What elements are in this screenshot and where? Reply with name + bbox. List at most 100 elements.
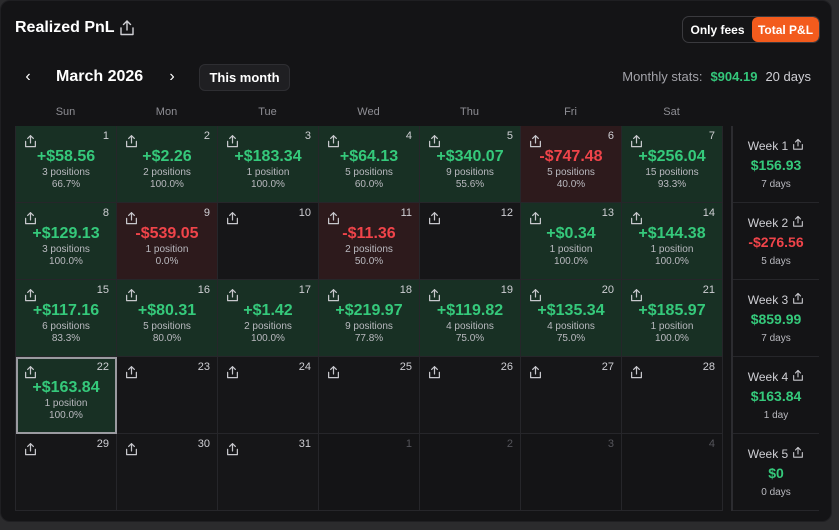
- calendar-day[interactable]: 20 +$135.34 4 positions 75.0%: [521, 280, 622, 357]
- week-label: Week 3: [747, 293, 789, 307]
- day-positions-count: 3 positions: [42, 167, 90, 178]
- calendar-day[interactable]: 31: [218, 434, 319, 511]
- day-positions-count: 4 positions: [547, 321, 595, 332]
- calendar-day[interactable]: 27: [521, 357, 622, 434]
- share-icon[interactable]: [119, 19, 135, 37]
- next-month-button[interactable]: ›: [169, 68, 175, 85]
- week-label: Week 2: [747, 216, 789, 230]
- calendar-day[interactable]: 29: [16, 434, 117, 511]
- share-day-icon[interactable]: [125, 134, 138, 148]
- calendar-day[interactable]: 1 +$58.56 3 positions 66.7%: [16, 126, 117, 203]
- share-day-icon[interactable]: [226, 365, 239, 379]
- share-day-icon[interactable]: [125, 288, 138, 302]
- calendar-day[interactable]: 22 +$163.84 1 position 100.0%: [16, 357, 117, 434]
- week-summary[interactable]: Week 1 $156.93 7 days: [733, 126, 819, 203]
- share-day-icon[interactable]: [630, 134, 643, 148]
- share-day-icon[interactable]: [24, 134, 37, 148]
- week-label-row: Week 1: [733, 138, 819, 154]
- calendar-day[interactable]: 13 +$0.34 1 position 100.0%: [521, 203, 622, 280]
- share-day-icon[interactable]: [226, 288, 239, 302]
- week-label-row: Week 5: [733, 446, 819, 462]
- share-day-icon[interactable]: [529, 134, 542, 148]
- day-number: 27: [601, 361, 614, 373]
- day-positions-count: 4 positions: [446, 321, 494, 332]
- calendar-day[interactable]: 19 +$119.82 4 positions 75.0%: [420, 280, 521, 357]
- share-day-icon[interactable]: [327, 211, 340, 225]
- share-day-icon[interactable]: [226, 442, 239, 456]
- calendar-day[interactable]: 7 +$256.04 15 positions 93.3%: [622, 126, 723, 203]
- calendar-day[interactable]: 26: [420, 357, 521, 434]
- share-week-icon[interactable]: [792, 215, 804, 231]
- week-days-count: 7 days: [761, 179, 791, 190]
- total-pnl-option[interactable]: Total P&L: [752, 17, 819, 42]
- day-win-rate: 60.0%: [354, 179, 384, 190]
- week-pnl-value: $0: [768, 465, 784, 481]
- share-day-icon[interactable]: [428, 365, 441, 379]
- calendar-day[interactable]: 28: [622, 357, 723, 434]
- share-day-icon[interactable]: [226, 211, 239, 225]
- share-day-icon[interactable]: [125, 365, 138, 379]
- calendar-day[interactable]: 11 -$11.36 2 positions 50.0%: [319, 203, 420, 280]
- only-fees-option[interactable]: Only fees: [690, 22, 745, 37]
- current-month-label: March 2026: [56, 68, 144, 85]
- share-day-icon[interactable]: [529, 288, 542, 302]
- share-week-icon[interactable]: [792, 446, 804, 462]
- day-positions-count: 1 position: [145, 244, 189, 255]
- share-day-icon[interactable]: [428, 134, 441, 148]
- week-summary[interactable]: Week 2 -$276.56 5 days: [733, 203, 819, 280]
- week-summary[interactable]: Week 3 $859.99 7 days: [733, 280, 819, 357]
- day-pnl-amount: +$1.42: [243, 302, 293, 319]
- share-day-icon[interactable]: [125, 442, 138, 456]
- share-day-icon[interactable]: [226, 134, 239, 148]
- calendar-day[interactable]: 30: [117, 434, 218, 511]
- share-day-icon[interactable]: [327, 365, 340, 379]
- share-day-icon[interactable]: [24, 211, 37, 225]
- prev-month-button[interactable]: ‹: [25, 68, 31, 85]
- calendar-day[interactable]: 10: [218, 203, 319, 280]
- calendar-day[interactable]: 12: [420, 203, 521, 280]
- share-day-icon[interactable]: [327, 134, 340, 148]
- share-day-icon[interactable]: [24, 365, 37, 379]
- calendar-day[interactable]: 6 -$747.48 5 positions 40.0%: [521, 126, 622, 203]
- calendar-day[interactable]: 18 +$219.97 9 positions 77.8%: [319, 280, 420, 357]
- day-positions-count: 1 position: [246, 167, 290, 178]
- share-day-icon[interactable]: [630, 288, 643, 302]
- calendar-day[interactable]: 17 +$1.42 2 positions 100.0%: [218, 280, 319, 357]
- share-day-icon[interactable]: [529, 211, 542, 225]
- calendar-day[interactable]: 14 +$144.38 1 position 100.0%: [622, 203, 723, 280]
- share-day-icon[interactable]: [529, 365, 542, 379]
- calendar-day[interactable]: 4 +$64.13 5 positions 60.0%: [319, 126, 420, 203]
- day-positions-count: 5 positions: [143, 321, 191, 332]
- week-summary[interactable]: Week 4 $163.84 1 day: [733, 357, 819, 434]
- weekday-label: Sat: [663, 106, 680, 118]
- share-day-icon[interactable]: [327, 288, 340, 302]
- calendar-day[interactable]: 3 +$183.34 1 position 100.0%: [218, 126, 319, 203]
- share-week-icon[interactable]: [792, 292, 804, 308]
- share-day-icon[interactable]: [24, 288, 37, 302]
- share-week-icon[interactable]: [792, 369, 804, 385]
- day-number: 3: [304, 130, 311, 142]
- calendar-day[interactable]: 8 +$129.13 3 positions 100.0%: [16, 203, 117, 280]
- calendar-day[interactable]: 24: [218, 357, 319, 434]
- calendar-day[interactable]: 21 +$185.97 1 position 100.0%: [622, 280, 723, 357]
- calendar-day[interactable]: 15 +$117.16 6 positions 83.3%: [16, 280, 117, 357]
- day-number: 10: [298, 207, 311, 219]
- this-month-button[interactable]: This month: [199, 64, 290, 91]
- day-win-rate: 75.0%: [455, 333, 485, 344]
- share-day-icon[interactable]: [630, 211, 643, 225]
- calendar-day[interactable]: 9 -$539.05 1 position 0.0%: [117, 203, 218, 280]
- share-day-icon[interactable]: [428, 211, 441, 225]
- share-day-icon[interactable]: [24, 442, 37, 456]
- week-summary[interactable]: Week 5 $0 0 days: [733, 434, 819, 511]
- day-win-rate: 100.0%: [251, 333, 285, 344]
- calendar-day[interactable]: 5 +$340.07 9 positions 55.6%: [420, 126, 521, 203]
- calendar-day[interactable]: 2 +$2.26 2 positions 100.0%: [117, 126, 218, 203]
- share-week-icon[interactable]: [792, 138, 804, 154]
- share-day-icon[interactable]: [630, 365, 643, 379]
- calendar-day[interactable]: 16 +$80.31 5 positions 80.0%: [117, 280, 218, 357]
- calendar-day[interactable]: 23: [117, 357, 218, 434]
- share-day-icon[interactable]: [125, 211, 138, 225]
- share-day-icon[interactable]: [428, 288, 441, 302]
- calendar-day[interactable]: 25: [319, 357, 420, 434]
- day-pnl-amount: +$256.04: [638, 148, 706, 165]
